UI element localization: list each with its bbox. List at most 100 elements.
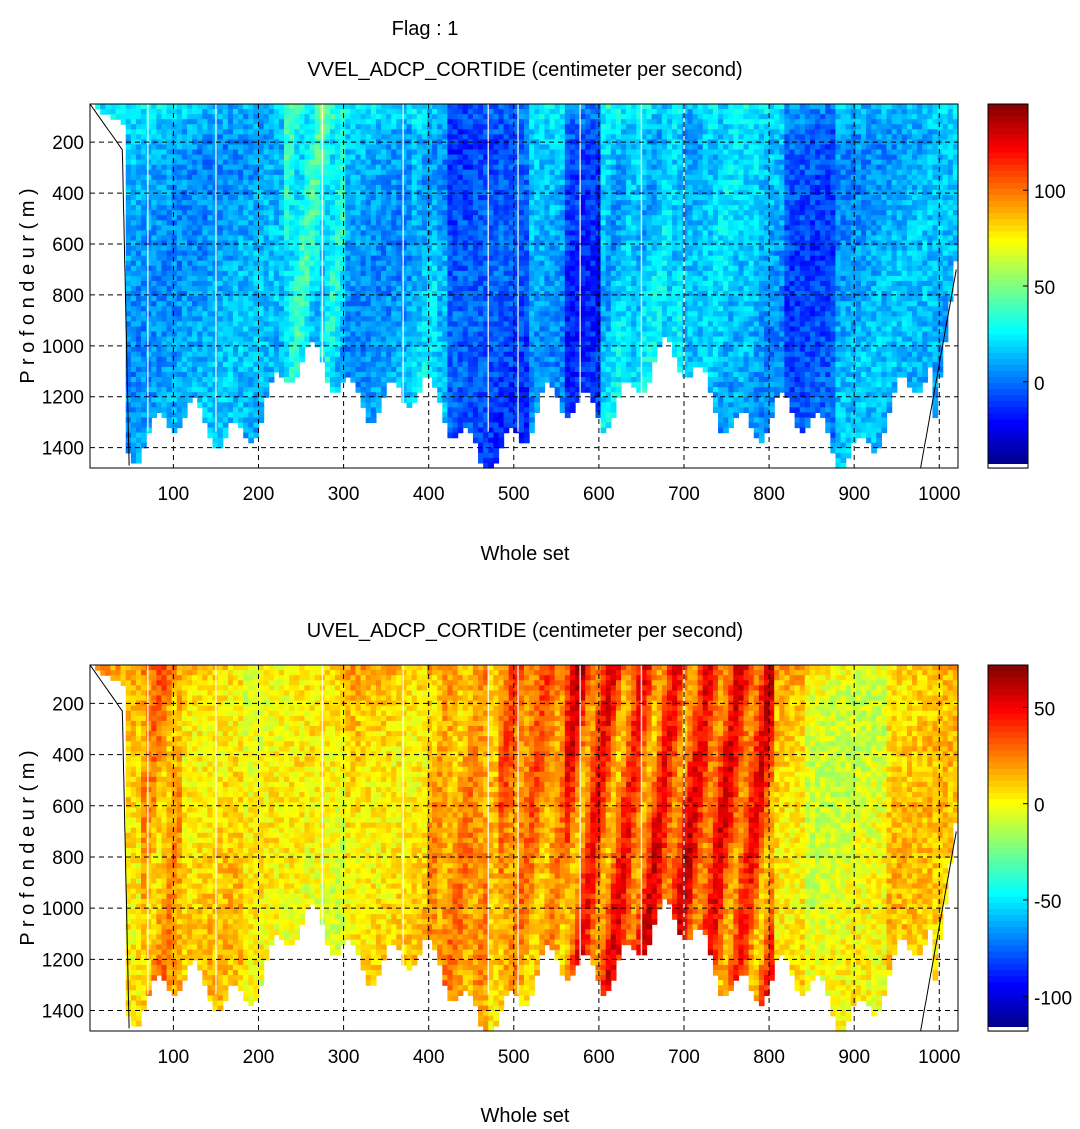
heat-cell (227, 240, 234, 247)
heat-cell (534, 321, 540, 328)
heat-cell (227, 366, 234, 373)
heat-cell (508, 164, 515, 171)
heat-cell (278, 174, 285, 181)
heat-cell (181, 124, 188, 130)
heat-cell (146, 104, 152, 110)
heat-cell (457, 356, 464, 363)
heat-cell (232, 255, 239, 262)
heat-cell (442, 286, 449, 292)
heat-cell (498, 356, 505, 363)
heat-cell (207, 220, 214, 226)
heat-cell (524, 154, 530, 161)
heat-cell (442, 392, 449, 398)
heat-cell (171, 210, 178, 216)
heat-cell (273, 301, 280, 307)
heat-cell (146, 215, 152, 221)
heat-cell (202, 220, 209, 226)
heat-cell (432, 321, 438, 328)
heat-cell (442, 311, 449, 317)
heat-cell (421, 134, 428, 140)
heat-cell (289, 331, 295, 338)
heat-cell (488, 195, 494, 201)
heat-cell (166, 412, 173, 419)
heat-cell (396, 301, 403, 307)
heat-cell (135, 109, 142, 115)
heat-cell (447, 417, 454, 424)
heat-cell (161, 280, 168, 287)
heat-cell (529, 210, 535, 216)
heat-cell (467, 382, 474, 388)
heat-cell (309, 215, 316, 221)
heat-cell (192, 189, 198, 196)
heat-cell (294, 371, 300, 378)
heat-cell (192, 377, 198, 383)
heat-cell (278, 321, 285, 328)
heat-cell (146, 109, 152, 115)
heat-cell (227, 235, 234, 242)
heat-cell (452, 402, 459, 408)
heat-cell (324, 265, 331, 272)
heat-cell (534, 220, 540, 226)
heat-cell (207, 427, 214, 434)
heat-cell (534, 109, 540, 115)
heat-cell (365, 245, 372, 252)
heat-cell (416, 144, 423, 151)
heat-cell (360, 341, 367, 348)
heat-cell (314, 210, 321, 216)
heat-cell (176, 184, 183, 191)
heat-cell (263, 144, 270, 151)
heat-cell (472, 371, 479, 378)
heat-cell (518, 154, 525, 161)
heat-cell (381, 129, 387, 135)
heat-cell (365, 144, 372, 151)
heat-cell (243, 184, 249, 191)
heat-cell (508, 235, 515, 242)
heat-cell (534, 296, 540, 302)
heat-cell (217, 174, 224, 181)
heat-cell (181, 392, 188, 398)
heat-cell (534, 154, 540, 161)
heat-cell (365, 255, 372, 262)
heat-cell (457, 225, 464, 231)
heat-cell (156, 250, 163, 257)
heat-cell (345, 169, 351, 176)
heat-cell (176, 179, 183, 186)
heat-cell (472, 392, 479, 398)
heat-cell (360, 316, 367, 322)
heat-cell (263, 215, 270, 221)
heat-cell (539, 159, 546, 166)
heat-cell (426, 109, 433, 115)
heat-cell (508, 179, 515, 186)
heat-cell (493, 321, 500, 328)
heat-cell (396, 275, 403, 282)
heat-cell (176, 275, 183, 282)
heat-cell (187, 382, 193, 388)
heat-cell (309, 306, 316, 312)
heat-cell (534, 402, 540, 408)
heat-cell (370, 119, 377, 125)
heat-cell (472, 260, 479, 267)
heat-cell (452, 215, 459, 221)
heat-cell (171, 200, 178, 206)
heat-cell (192, 164, 198, 171)
heat-cell (518, 119, 525, 125)
heat-cell (513, 286, 520, 292)
heat-cell (365, 326, 372, 333)
heat-cell (176, 286, 183, 292)
heat-cell (130, 371, 137, 378)
heat-cell (166, 144, 173, 151)
heat-cell (437, 255, 443, 262)
heat-cell (350, 225, 357, 231)
heat-cell (401, 210, 408, 216)
heat-cell (187, 356, 193, 363)
heat-cell (253, 114, 260, 120)
heat-cell (253, 387, 260, 393)
heat-cell (478, 215, 484, 221)
heat-cell (314, 205, 321, 211)
heat-cell (375, 144, 382, 151)
heat-cell (289, 326, 295, 333)
heat-cell (299, 356, 306, 363)
heat-cell (135, 114, 142, 120)
heat-cell (176, 382, 183, 388)
heat-cell (135, 361, 142, 368)
